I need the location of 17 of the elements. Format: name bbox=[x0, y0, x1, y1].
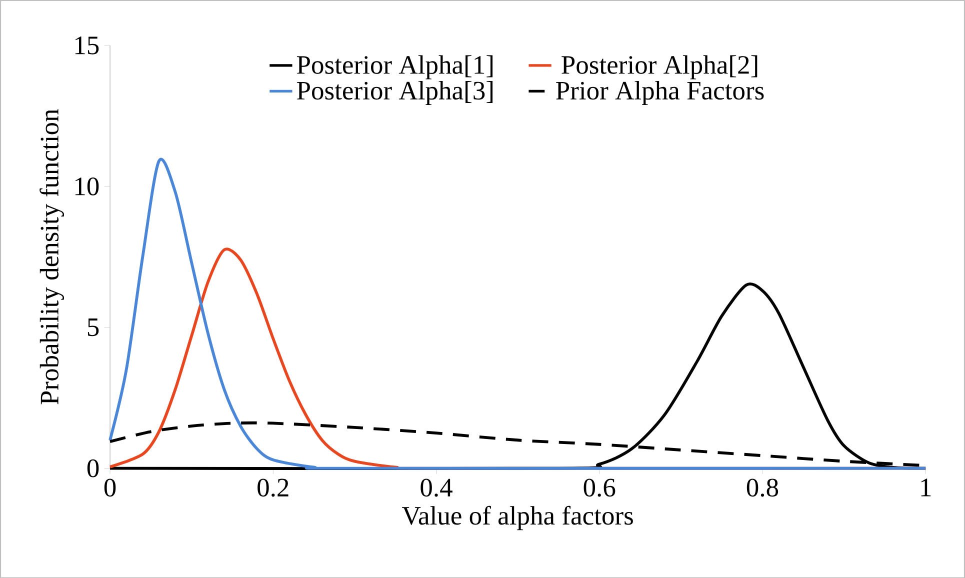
x-tick-label: 0.4 bbox=[420, 478, 452, 497]
x-axis-title: Value of alpha factors bbox=[402, 506, 633, 530]
x-tick-label: 0.8 bbox=[746, 478, 778, 497]
y-tick-label: 0 bbox=[87, 459, 99, 478]
x-tick-label: 0.6 bbox=[584, 478, 616, 497]
legend-label: Prior Alpha Factors bbox=[556, 80, 764, 105]
legend-label: Posterior Alpha[1] bbox=[297, 55, 493, 80]
y-tick-label: 5 bbox=[88, 318, 99, 336]
x-tick-label: 1 bbox=[921, 478, 931, 496]
y-tick-label: 15 bbox=[75, 36, 99, 54]
x-tick-label: 0.2 bbox=[258, 478, 288, 497]
x-tick-label: 0 bbox=[104, 478, 116, 496]
y-axis-title: Probability density function bbox=[40, 108, 64, 404]
legend-label: Posterior Alpha[2] bbox=[562, 55, 758, 80]
y-tick-label: 10 bbox=[75, 177, 99, 196]
line-series bbox=[108, 159, 928, 470]
legend-label: Posterior Alpha[3] bbox=[297, 80, 493, 105]
